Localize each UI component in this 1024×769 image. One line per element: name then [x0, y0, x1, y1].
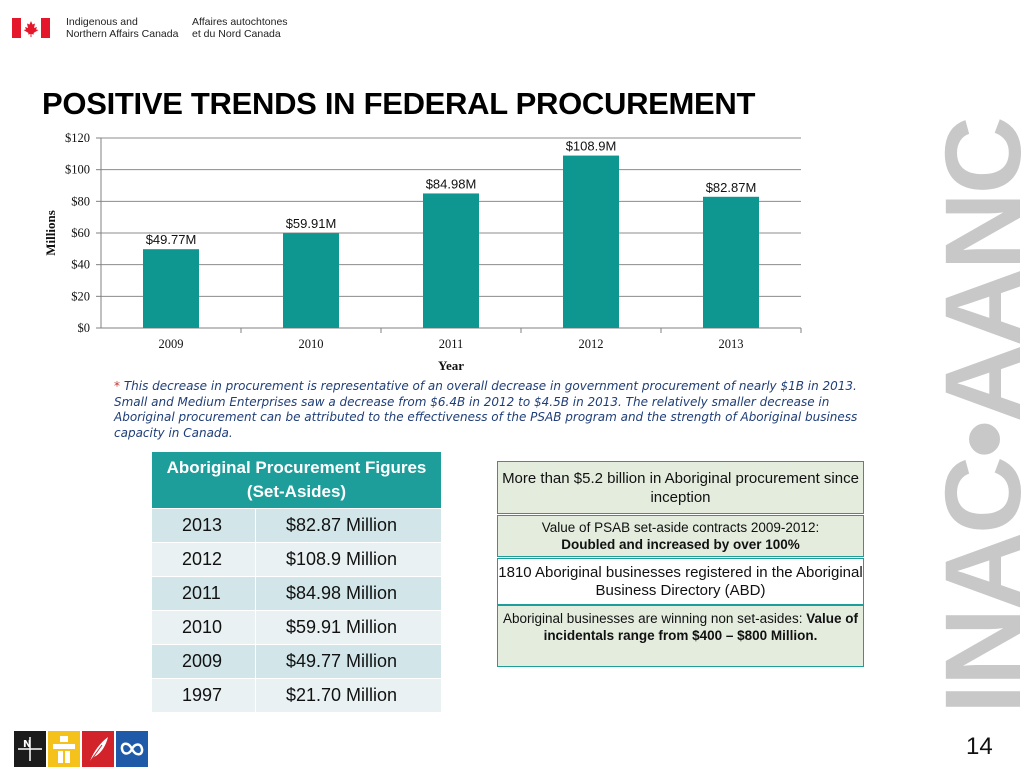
table-cell-amount: $49.77 Million: [255, 644, 442, 679]
info-box-abd-registrations: 1810 Aboriginal businesses registered in…: [497, 558, 864, 605]
bar-2012: [563, 155, 619, 328]
y-tick-label: $0: [78, 321, 91, 335]
y-tick-label: $20: [71, 289, 90, 303]
bar-2011: [423, 193, 479, 328]
table-cell-year: 2013: [151, 508, 256, 543]
table-cell-amount: $21.70 Million: [255, 678, 442, 713]
data-label: $84.98M: [426, 176, 477, 191]
infinity-icon: [116, 731, 148, 767]
table-cell-amount: $59.91 Million: [255, 610, 442, 645]
y-tick-label: $120: [65, 131, 90, 145]
y-axis-title: Millions: [43, 210, 58, 256]
table-row: 2009 $49.77 Million: [151, 644, 442, 679]
procurement-bar-chart: $0 $20 $40 $60 $80 $100 $120 2009 $49.77M 2010 $59…: [43, 131, 802, 373]
org-name-en-line1: Indigenous and: [66, 16, 138, 28]
table-row: 2013 $82.87 Million: [151, 508, 442, 543]
table-cell-year: 2010: [151, 610, 256, 645]
org-name-fr: Affaires autochtones et du Nord Canada: [192, 16, 288, 40]
y-tick-label: $60: [71, 226, 90, 240]
inukshuk-icon: [48, 731, 80, 767]
canada-flag-icon: [12, 18, 50, 38]
table-cell-amount: $108.9 Million: [255, 542, 442, 577]
north-compass-icon: N: [14, 731, 46, 767]
bar-2013: [703, 196, 759, 328]
table-cell-year: 2009: [151, 644, 256, 679]
table-cell-amount: $82.87 Million: [255, 508, 442, 543]
svg-text:N: N: [23, 739, 31, 750]
y-tick-label: $80: [71, 194, 90, 208]
footnote-star: *: [114, 379, 120, 393]
footnote-text: This decrease in procurement is represen…: [114, 379, 858, 440]
procurement-figures-table: Aboriginal Procurement Figures (Set-Asid…: [151, 451, 442, 713]
info-box-psab-bold: Doubled and increased by over 100%: [561, 537, 800, 552]
table-cell-amount: $84.98 Million: [255, 576, 442, 611]
org-name-en-line2: Northern Affairs Canada: [66, 28, 179, 40]
y-tick-label: $40: [71, 258, 90, 272]
x-tick-label: 2010: [299, 337, 324, 351]
org-name-en: Indigenous and Northern Affairs Canada: [66, 16, 178, 40]
brand-watermark: INAC•AANC: [922, 118, 1024, 714]
table-cell-year: 2011: [151, 576, 256, 611]
x-tick-label: 2011: [439, 337, 464, 351]
feather-icon: [82, 731, 114, 767]
bar-2009: [143, 249, 199, 328]
page-number: 14: [966, 733, 993, 760]
info-box-psab-line: Value of PSAB set-aside contracts 2009-2…: [541, 520, 820, 535]
data-label: $82.87M: [706, 180, 757, 195]
x-axis-title: Year: [438, 358, 464, 373]
page-title: POSITIVE TRENDS IN FEDERAL PROCUREMENT: [42, 86, 756, 121]
table-header: Aboriginal Procurement Figures (Set-Asid…: [151, 451, 442, 509]
info-box-non-set-asides-bold: Value of incidentals range from $400 – $…: [543, 611, 858, 643]
table-cell-year: 1997: [151, 678, 256, 713]
footnote: * This decrease in procurement is repres…: [114, 379, 884, 441]
table-row: 1997 $21.70 Million: [151, 678, 442, 713]
data-label: $108.9M: [566, 139, 617, 154]
org-name-fr-line2: et du Nord Canada: [192, 28, 281, 40]
data-label: $49.77M: [146, 232, 197, 247]
y-tick-label: $100: [65, 163, 90, 177]
bar-2010: [283, 233, 339, 328]
table-row: 2011 $84.98 Million: [151, 576, 442, 611]
table-row: 2012 $108.9 Million: [151, 542, 442, 577]
x-tick-label: 2012: [579, 337, 604, 351]
org-name-fr-line1: Affaires autochtones: [192, 16, 288, 28]
info-box-total-procurement: More than $5.2 billion in Aboriginal pro…: [497, 461, 864, 514]
table-row: 2010 $59.91 Million: [151, 610, 442, 645]
info-box-psab-value: Value of PSAB set-aside contracts 2009-2…: [497, 515, 864, 557]
table-cell-year: 2012: [151, 542, 256, 577]
info-box-non-set-asides: Aboriginal businesses are winning non se…: [497, 605, 864, 667]
x-tick-label: 2013: [719, 337, 744, 351]
data-label: $59.91M: [286, 216, 337, 231]
x-tick-label: 2009: [159, 337, 184, 351]
info-box-non-set-asides-text: Aboriginal businesses are winning non se…: [503, 611, 807, 626]
